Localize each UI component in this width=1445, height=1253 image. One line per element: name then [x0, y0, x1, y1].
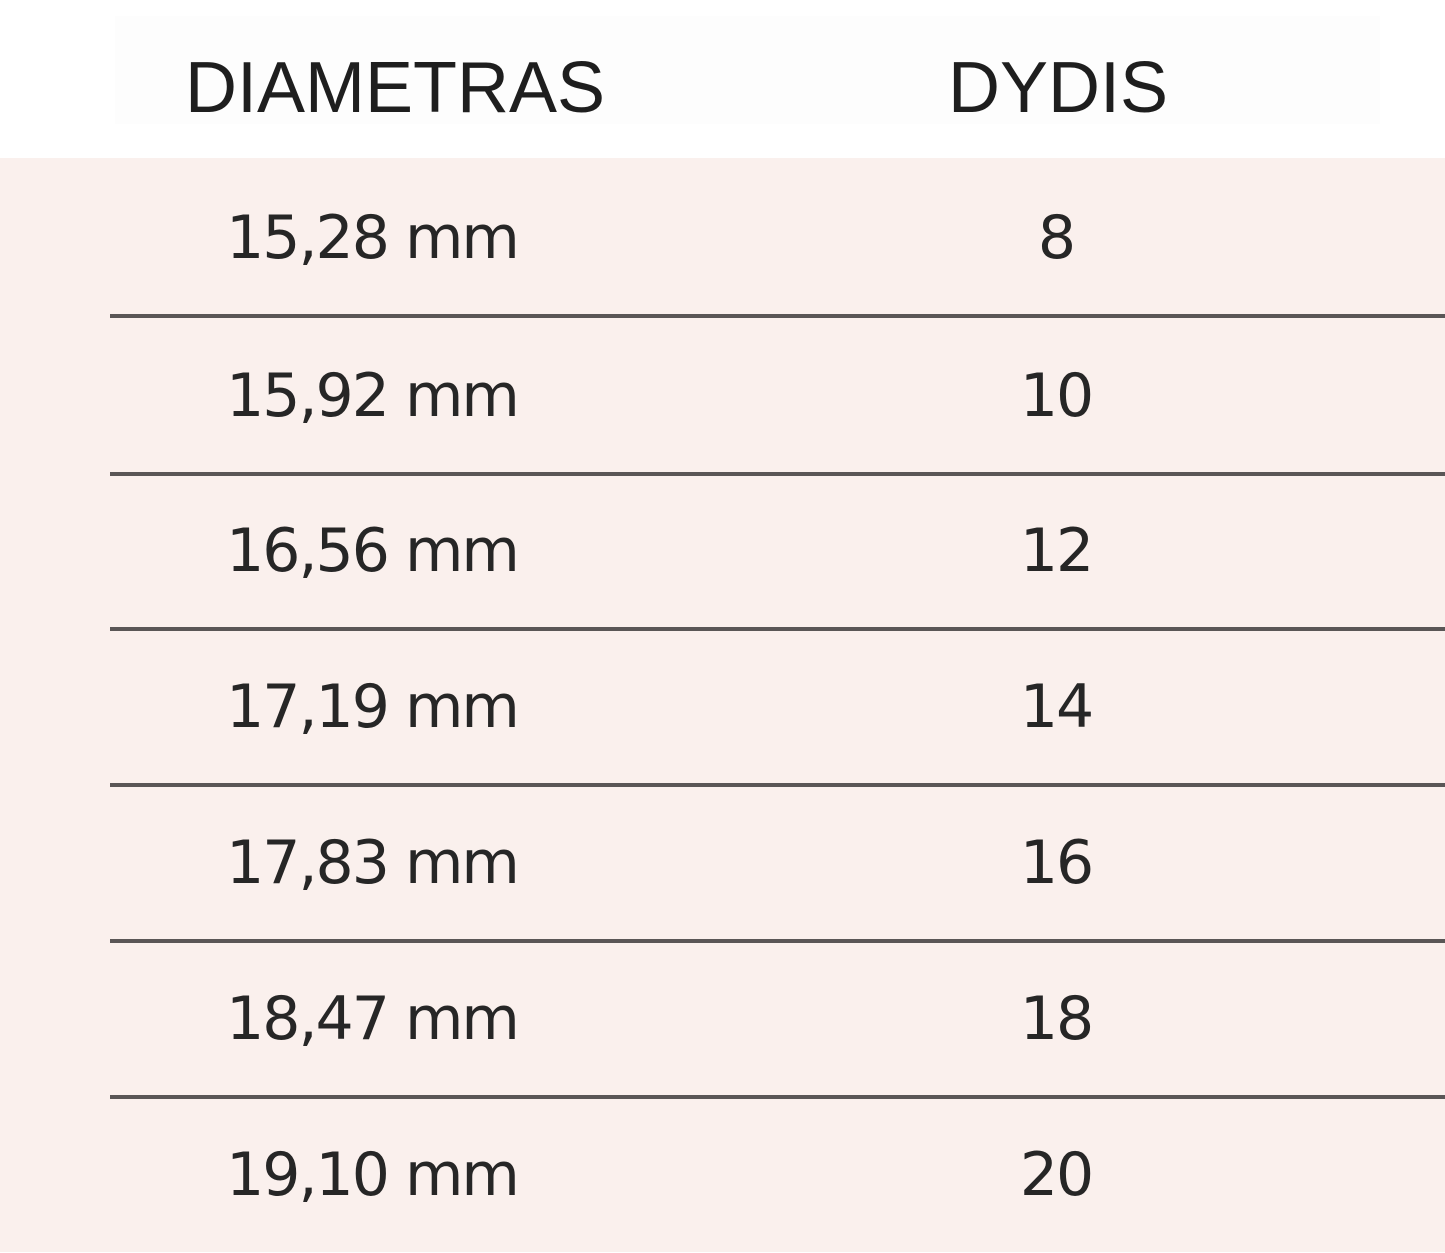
- table-row: 15,28 mm 8: [0, 160, 1445, 318]
- row-separator: [110, 1095, 1445, 1099]
- header-size: DYDIS: [947, 48, 1169, 128]
- row-separator: [110, 472, 1445, 476]
- cell-diameter: 18,47 mm: [226, 984, 520, 1054]
- cell-diameter: 17,83 mm: [226, 828, 520, 898]
- cell-diameter: 17,19 mm: [226, 672, 520, 742]
- cell-size: 20: [1019, 1140, 1094, 1210]
- cell-size: 18: [1019, 984, 1094, 1054]
- cell-size: 10: [1019, 361, 1094, 431]
- cell-size: 14: [1019, 672, 1094, 742]
- cell-size: 8: [1037, 203, 1076, 273]
- table-row: 15,92 mm 10: [0, 318, 1445, 476]
- cell-size: 16: [1019, 828, 1094, 898]
- cell-size: 12: [1019, 516, 1094, 586]
- table-row: 17,19 mm 14: [0, 629, 1445, 787]
- row-separator: [110, 314, 1445, 318]
- cell-diameter: 16,56 mm: [226, 516, 520, 586]
- table-row: 16,56 mm 12: [0, 473, 1445, 631]
- cell-diameter: 15,92 mm: [226, 361, 520, 431]
- table-row: 19,10 mm 20: [0, 1097, 1445, 1253]
- table-row: 17,83 mm 16: [0, 785, 1445, 943]
- table-row: 18,47 mm 18: [0, 941, 1445, 1099]
- table-header: DIAMETRAS DYDIS: [0, 0, 1445, 158]
- cell-diameter: 15,28 mm: [226, 203, 520, 273]
- header-band: [115, 16, 1380, 124]
- table-body: 15,28 mm 8 15,92 mm 10 16,56 mm 12 17,19 mm 14 1…: [0, 158, 1445, 1252]
- row-separator: [110, 783, 1445, 787]
- cell-diameter: 19,10 mm: [226, 1140, 520, 1210]
- row-separator: [110, 939, 1445, 943]
- row-separator: [110, 627, 1445, 631]
- header-diameter: DIAMETRAS: [184, 48, 606, 128]
